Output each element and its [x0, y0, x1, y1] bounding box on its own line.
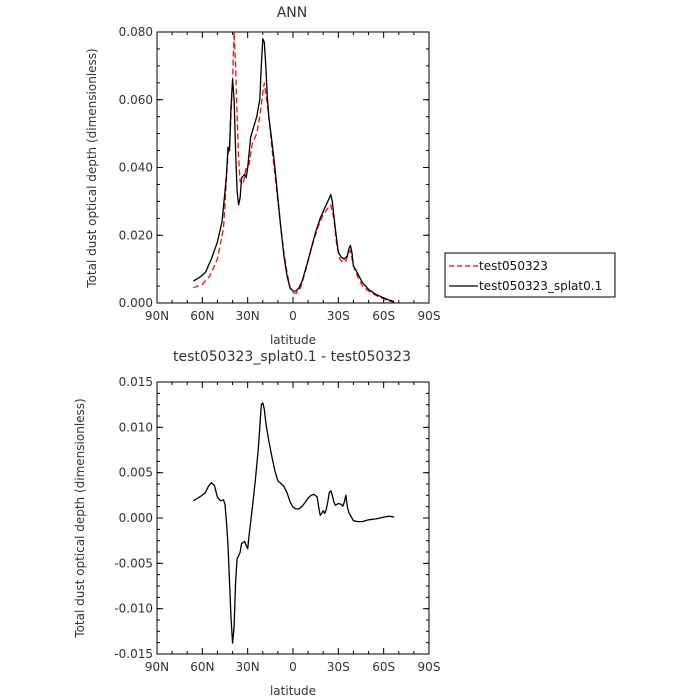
top-y-tick-label: 0.040: [119, 161, 153, 175]
bottom-y-tick-label: -0.005: [114, 556, 153, 570]
bottom-y-axis-label: Total dust optical depth (dimensionless): [73, 398, 87, 638]
legend-label-series-1: test050323: [479, 259, 548, 273]
top-ticks: 90N 60N 30N 0 30S 60S 90S 0.000 0.020 0.040 0.060 0…: [119, 25, 441, 323]
top-x-tick-label: 30N: [236, 309, 260, 323]
bottom-y-tick-label: -0.015: [114, 647, 153, 661]
top-x-tick-label: 60S: [372, 309, 395, 323]
top-y-axis-label: Total dust optical depth (dimensionless): [85, 48, 99, 288]
bottom-x-tick-label: 90N: [145, 660, 169, 674]
bottom-plot-frame: [156, 381, 430, 655]
top-data-lines: [192, 31, 395, 303]
bottom-x-tick-label: 90S: [418, 660, 441, 674]
top-y-tick-label: 0.020: [119, 228, 153, 242]
legend-label-series-2: test050323_splat0.1: [479, 279, 602, 293]
top-y-tick-label: 0.080: [119, 25, 153, 39]
bottom-chart-title: test050323_splat0.1 - test050323: [173, 349, 411, 365]
top-plot-frame: [156, 31, 430, 304]
top-x-tick-label: 30S: [327, 309, 350, 323]
bottom-x-tick-label: 30N: [236, 660, 260, 674]
top-y-tick-label: 0.060: [119, 93, 153, 107]
bottom-series-line-1: [192, 402, 395, 644]
bottom-x-tick-label: 60N: [190, 660, 214, 674]
top-chart-title: ANN: [277, 5, 308, 21]
bottom-y-tick-label: 0.010: [119, 420, 153, 434]
top-series-line-2: [192, 38, 395, 303]
legend-box: [444, 252, 616, 298]
bottom-ticks: 90N 60N 30N 0 30S 60S 90S -0.015 -0.010 -0.005 0.0…: [114, 375, 440, 674]
bottom-y-tick-label: -0.010: [114, 602, 153, 616]
top-x-tick-label: 60N: [190, 309, 214, 323]
bottom-chart: test050323_splat0.1 - test050323 latitud…: [73, 349, 440, 698]
top-series-line-1: [193, 31, 395, 303]
top-x-axis-label: latitude: [270, 333, 316, 347]
bottom-y-tick-label: 0.005: [119, 466, 153, 480]
top-x-tick-label: 0: [289, 309, 297, 323]
top-chart: ANN latitude Total dust optical depth (d…: [85, 5, 440, 347]
top-x-tick-label: 90N: [145, 309, 169, 323]
bottom-x-tick-label: 0: [289, 660, 297, 674]
bottom-x-tick-label: 30S: [327, 660, 350, 674]
bottom-x-tick-label: 60S: [372, 660, 395, 674]
bottom-y-tick-label: 0.015: [119, 375, 153, 389]
top-y-tick-label: 0.000: [119, 296, 153, 310]
bottom-x-axis-label: latitude: [270, 684, 316, 698]
bottom-data-lines: [192, 402, 395, 644]
legend: test050323 test050323_splat0.1: [444, 252, 616, 298]
top-x-tick-label: 90S: [418, 309, 441, 323]
bottom-y-tick-label: 0.000: [119, 511, 153, 525]
